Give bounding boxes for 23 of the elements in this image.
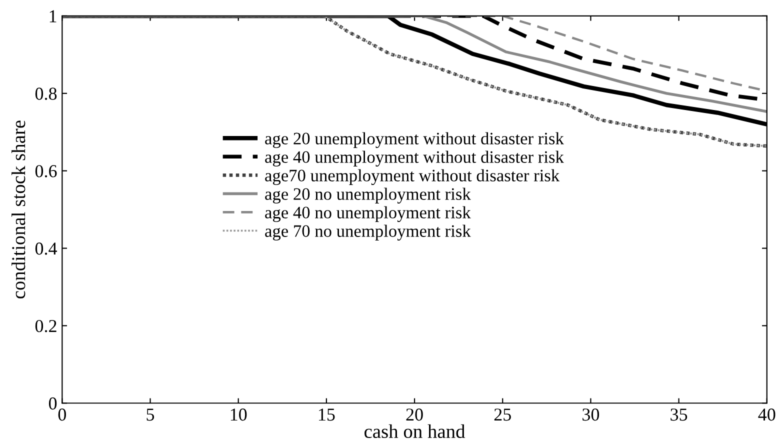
x-tick-label: 25 [494,408,511,421]
y-tick-label: 0.8 [35,88,57,100]
y-tick-label: 0 [48,397,57,410]
y-tick-label: 0.2 [35,320,56,332]
x-tick-label: 10 [230,408,247,421]
y-axis-title: conditional stock share [12,120,26,298]
x-tick-label: 40 [758,408,776,421]
y-tick-label: 1 [50,10,56,22]
x-tick-label: 20 [406,408,423,421]
x-tick-label: 0 [58,408,66,421]
x-tick-label: 35 [670,408,688,421]
legend-label: age 20 no unemployment risk [265,188,471,204]
x-tick-label: 5 [146,408,154,421]
legend-label: age 70 no unemployment risk [265,224,471,241]
x-axis-title: cash on hand [364,424,466,438]
legend-label: age 40 no unemployment risk [265,206,471,222]
x-tick-label: 15 [319,408,335,421]
legend-label: age70 unemployment without disaster risk [265,169,560,186]
x-tick-label: 30 [582,408,600,421]
y-tick-label: 0.4 [35,242,58,255]
legend-label: age 40 unemployment without disaster risk [265,150,564,167]
legend-label: age 20 unemployment without disaster risk [265,132,564,148]
y-tick-label: 0.6 [35,165,57,178]
